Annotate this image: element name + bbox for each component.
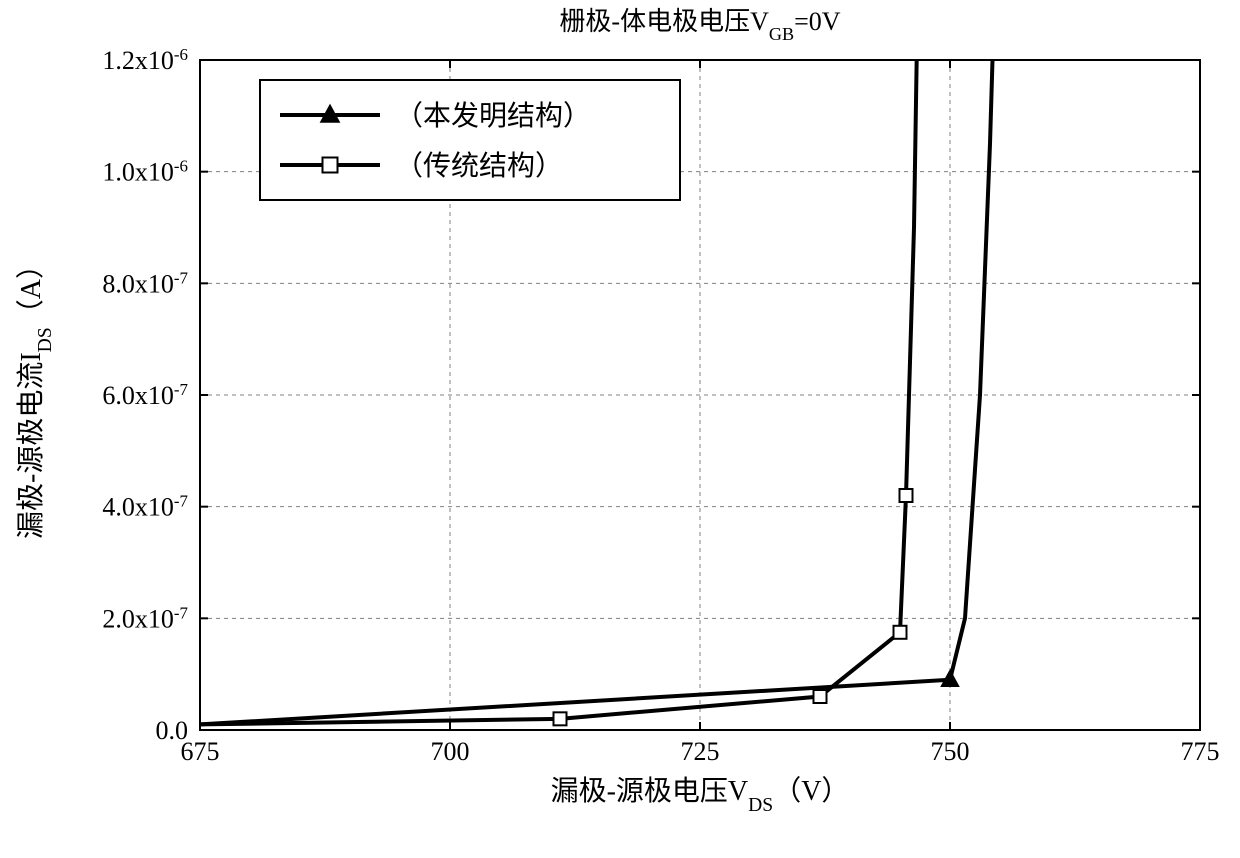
x-tick-label: 700 — [431, 737, 470, 766]
y-tick-label: 0.0 — [156, 716, 189, 745]
chart-container: 6757007257507750.02.0x10-74.0x10-76.0x10… — [0, 0, 1240, 858]
x-tick-label: 725 — [681, 737, 720, 766]
x-tick-label: 750 — [931, 737, 970, 766]
chart-svg: 6757007257507750.02.0x10-74.0x10-76.0x10… — [0, 0, 1240, 858]
x-tick-label: 775 — [1181, 737, 1220, 766]
legend-label: （本发明结构） — [395, 100, 591, 132]
legend-box — [260, 80, 680, 200]
legend-label: （传统结构） — [395, 150, 563, 182]
